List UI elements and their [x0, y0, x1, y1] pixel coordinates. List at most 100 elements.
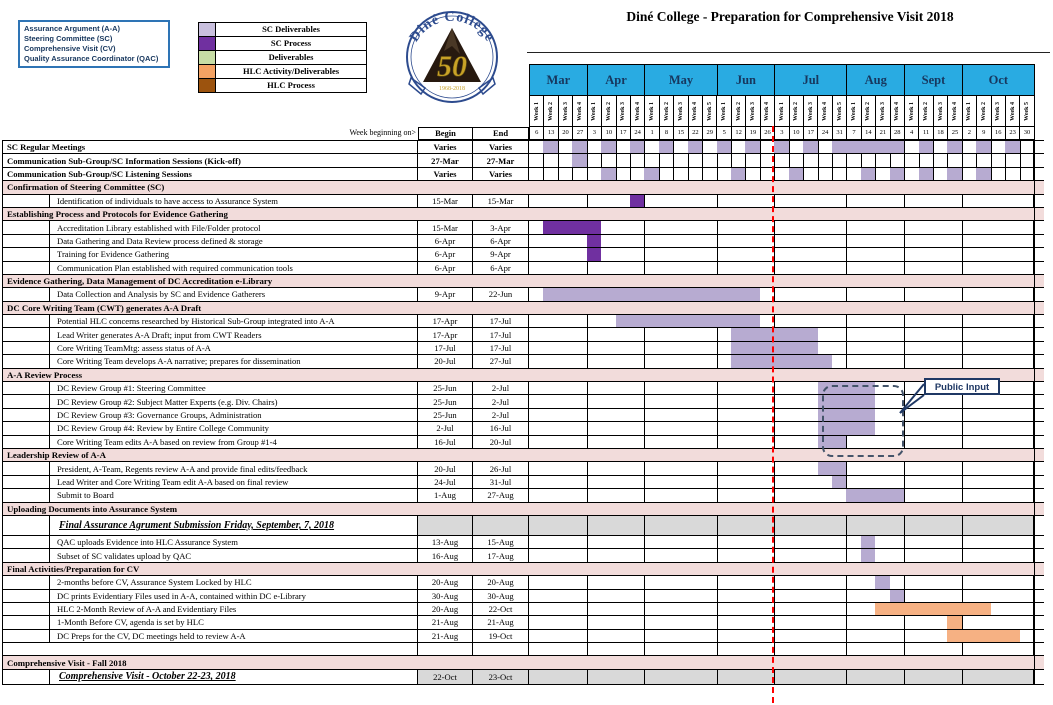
month-gridline	[846, 315, 848, 328]
task-label-cell: Accreditation Library established with F…	[2, 221, 418, 234]
gantt-bar	[832, 141, 905, 154]
week-header: Week 1	[847, 96, 862, 127]
gantt-bar	[731, 328, 818, 341]
gantt-bar	[731, 167, 746, 181]
week-gridline	[817, 154, 819, 167]
month-gridline	[904, 576, 906, 589]
month-gridline	[846, 355, 848, 368]
month-gridline	[774, 616, 776, 629]
week-header-label: Week 5	[836, 101, 843, 121]
begin-column-header: Begin	[418, 127, 473, 140]
month-gridline	[774, 382, 776, 395]
week-header-label: Week 1	[649, 101, 656, 121]
week-date: 1	[645, 127, 660, 140]
acronym-line: Comprehensive Visit (CV)	[24, 44, 116, 53]
week-gridline	[658, 154, 660, 167]
month-gridline	[644, 234, 646, 248]
week-header-label: Week 4	[764, 101, 771, 121]
color-legend-row: HLC Activity/Deliverables	[199, 65, 367, 79]
week-gridline	[1005, 154, 1007, 167]
month-gridline	[961, 535, 963, 549]
end-cell: 17-Jul	[473, 315, 529, 328]
section-row: Uploading Documents into Assurance Syste…	[2, 502, 1044, 516]
gantt-bar	[976, 167, 991, 181]
task-label-cell: Communication Plan established with requ…	[2, 261, 418, 274]
end-cell: 26-Jul	[473, 462, 529, 475]
end-cell: Varies	[473, 141, 529, 154]
gantt-bar	[687, 141, 703, 154]
week-date: 3	[587, 127, 603, 140]
end-cell: 19-Oct	[473, 629, 529, 643]
week-header-label: Week 3	[879, 101, 886, 121]
gantt-strip	[529, 154, 1034, 167]
week-header: Week 5	[703, 96, 718, 127]
task-label-cell: Potential HLC concerns researched by His…	[2, 315, 418, 328]
gantt-strip	[529, 629, 1034, 643]
gantt-bar	[586, 234, 602, 248]
gantt-bar	[572, 141, 587, 154]
gantt-bar	[788, 167, 804, 181]
gantt-bar	[817, 422, 876, 435]
month-gridline	[961, 221, 963, 234]
week-header: Week 1	[530, 96, 545, 127]
gantt-strip	[529, 328, 1034, 341]
month-gridline	[716, 643, 718, 656]
week-gridline	[933, 154, 934, 167]
task-label-cell: Comprehensive Visit - October 22-23, 201…	[2, 669, 418, 684]
public-input-callout-pointer	[899, 383, 925, 414]
begin-cell: 1-Aug	[418, 489, 473, 502]
month-gridline	[774, 515, 776, 535]
month-gridline	[644, 328, 646, 341]
week-gridline	[846, 154, 848, 167]
end-cell: 27-Jul	[473, 355, 529, 368]
month-gridline	[716, 489, 718, 502]
week-gridline	[933, 167, 934, 181]
week-header: Week 2	[919, 96, 934, 127]
month-gridline	[846, 234, 848, 248]
month-gridline	[846, 549, 848, 562]
public-input-callout: Public Input	[924, 378, 1000, 395]
gantt-strip	[529, 535, 1034, 549]
calendar-header: Mar Apr May Jun Jul Aug Sept Oct Week 1 Week 2 We…	[529, 64, 1035, 140]
month-gridline	[644, 221, 646, 234]
begin-cell: 2-Jul	[418, 422, 473, 435]
public-input-dashed-region	[822, 385, 904, 457]
week-gridline	[976, 154, 978, 167]
month-gridline	[586, 328, 588, 341]
task-label-cell: DC prints Evidentiary Files used in A-A,…	[2, 589, 418, 602]
task-label-cell: DC Review Group #1: Steering Committee	[2, 382, 418, 395]
month-header: Oct	[962, 65, 1035, 96]
acronym-legend: Assurance Argument (A-A) Steering Committ…	[18, 20, 170, 68]
week-date: 3	[775, 127, 790, 140]
month-gridline	[904, 315, 906, 328]
end-cell: 17-Jul	[473, 341, 529, 355]
month-gridline	[716, 602, 718, 616]
month-gridline	[961, 408, 963, 422]
week-gridline	[774, 167, 776, 181]
logo-mountain-icon	[423, 28, 481, 82]
section-label: Confirmation of Steering Committee (SC)	[7, 182, 165, 193]
task-label-cell: DC Review Group #2: Subject Matter Exper…	[2, 395, 418, 408]
week-header-label: Week 4	[1009, 101, 1016, 121]
begin-cell: 22-Oct	[418, 669, 473, 684]
week-gridline	[601, 154, 603, 167]
week-gridline	[658, 167, 660, 181]
color-legend-row: SC Deliverables	[199, 23, 367, 37]
color-legend-row: HLC Process	[199, 79, 367, 93]
month-gridline	[904, 489, 906, 502]
month-gridline	[904, 328, 906, 341]
end-cell: 16-Jul	[473, 422, 529, 435]
month-gridline	[846, 669, 848, 684]
week-date: 18	[933, 127, 949, 140]
week-header-label: Week 4	[576, 101, 583, 121]
week-header: Week 2	[977, 96, 992, 127]
week-header-label: Week 2	[548, 101, 555, 121]
gantt-strip	[529, 234, 1034, 248]
month-gridline	[904, 549, 906, 562]
month-gridline	[644, 576, 646, 589]
week-date: 8	[659, 127, 675, 140]
month-gridline	[961, 422, 963, 435]
month-gridline	[644, 669, 646, 684]
week-header-label: Week 4	[692, 101, 699, 121]
begin-cell: 9-Apr	[418, 288, 473, 301]
